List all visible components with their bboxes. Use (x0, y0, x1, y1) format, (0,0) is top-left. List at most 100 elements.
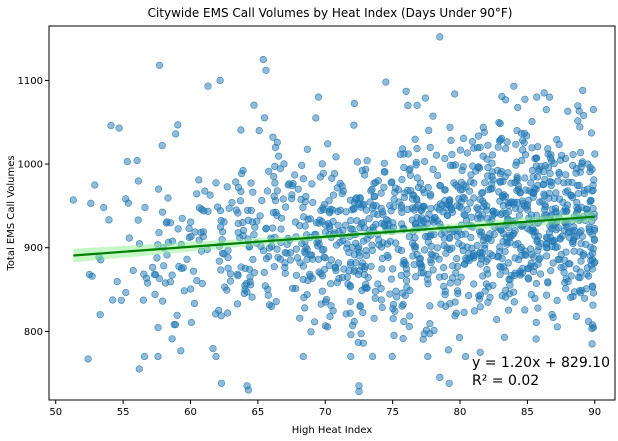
data-point (125, 234, 133, 242)
data-point (496, 178, 505, 186)
data-point (507, 179, 515, 187)
data-point (479, 272, 487, 280)
data-point (327, 280, 335, 288)
data-point (446, 279, 454, 287)
data-point (516, 189, 524, 197)
data-point (431, 213, 439, 222)
data-point (187, 318, 195, 327)
data-point (569, 292, 577, 301)
regression-layer (73, 211, 595, 263)
data-point (204, 207, 212, 215)
data-point (500, 191, 508, 199)
data-point (462, 352, 470, 361)
data-point (576, 268, 584, 276)
data-point (460, 134, 468, 142)
data-point (496, 120, 504, 128)
data-point (350, 121, 358, 129)
data-point (301, 304, 309, 312)
data-point (221, 283, 229, 291)
data-point (481, 241, 489, 249)
x-tick-label: 90 (588, 407, 601, 418)
data-point (261, 282, 269, 290)
data-point (406, 312, 414, 320)
data-point (251, 223, 259, 231)
data-point (179, 264, 187, 272)
data-point (325, 262, 333, 270)
data-point (549, 259, 557, 267)
data-point (461, 230, 470, 238)
data-point (575, 229, 584, 237)
data-point (326, 207, 334, 215)
data-point (521, 306, 529, 314)
data-point (271, 197, 280, 205)
data-point (413, 196, 421, 204)
data-point (400, 163, 408, 172)
data-point (528, 166, 537, 175)
data-point (338, 182, 346, 190)
data-point (572, 312, 581, 321)
data-point (475, 295, 483, 303)
data-point (513, 127, 521, 135)
data-point (191, 228, 199, 236)
data-point (281, 269, 289, 277)
data-point (435, 255, 443, 263)
data-point (377, 296, 386, 304)
data-point (436, 182, 445, 190)
data-point (429, 266, 437, 274)
data-point (579, 86, 587, 94)
data-point (442, 302, 450, 310)
data-point (541, 201, 549, 209)
data-point (322, 295, 331, 304)
data-point (463, 149, 471, 157)
data-point (174, 121, 182, 129)
x-tick-label: 85 (521, 407, 534, 418)
data-point (426, 330, 434, 338)
data-point (488, 168, 496, 176)
data-point (574, 102, 582, 110)
data-point (441, 154, 449, 163)
data-point (366, 198, 374, 206)
y-tick-label: 900 (24, 243, 43, 254)
data-point (476, 348, 484, 356)
data-point (556, 234, 564, 242)
x-tick-label: 55 (117, 407, 130, 418)
data-point (513, 175, 521, 183)
data-point (576, 123, 584, 131)
data-point (363, 235, 371, 243)
data-point (504, 169, 512, 177)
data-point (388, 178, 396, 186)
data-point (419, 186, 427, 194)
data-point (456, 146, 465, 154)
data-point (163, 218, 171, 226)
data-point (322, 221, 330, 229)
data-point (350, 198, 358, 206)
data-point (488, 180, 496, 188)
data-point (122, 195, 130, 203)
x-axis-label: High Heat Index (292, 425, 373, 436)
data-point (309, 198, 317, 207)
data-point (259, 55, 267, 64)
data-point (498, 255, 506, 263)
data-point (590, 236, 599, 244)
data-point (277, 225, 285, 233)
data-point (236, 197, 244, 205)
data-point (288, 191, 296, 199)
data-point (248, 293, 256, 301)
data-point (404, 101, 412, 109)
data-point (445, 234, 454, 242)
data-point (576, 149, 585, 157)
data-point (140, 270, 148, 278)
chart-title: Citywide EMS Call Volumes by Heat Index … (148, 6, 513, 20)
data-point (553, 323, 561, 331)
data-point (367, 187, 375, 195)
data-point (457, 273, 465, 281)
data-point (527, 291, 536, 299)
data-point (164, 194, 172, 202)
data-point (215, 257, 223, 265)
data-point (228, 199, 236, 207)
data-point (399, 289, 407, 297)
data-point (91, 181, 99, 189)
data-point (303, 291, 311, 299)
data-point (403, 270, 411, 278)
data-point (291, 218, 300, 226)
